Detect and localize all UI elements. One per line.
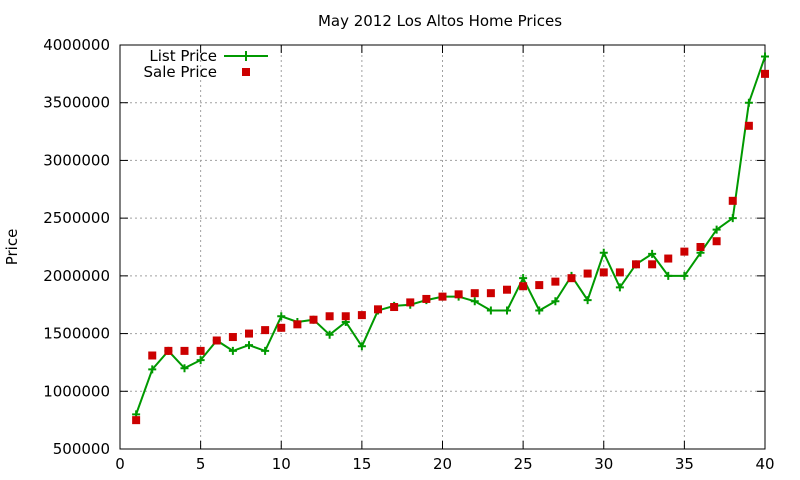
list-price-point [148,365,157,374]
sale-price-point [583,269,592,278]
sale-price-point [696,243,705,251]
list-price-point [503,306,511,315]
grid [120,45,765,449]
sale-price-point [728,196,737,205]
legend-marker-sale-price [242,68,250,76]
sale-price-point [712,237,721,246]
sale-price-point [632,260,640,269]
list-price-point [325,330,334,339]
list-price-point [228,346,237,355]
sale-price-point [132,416,141,425]
sale-price-point [374,305,382,314]
list-price-point [470,297,479,306]
list-price-point [196,356,205,365]
axis-ticks [119,44,766,450]
list-price-point [535,306,544,315]
list-price-point [551,297,560,306]
sale-price-point [551,277,560,286]
list-price-point [615,283,624,292]
sale-price-point [406,298,415,307]
chart-title: May 2012 Los Altos Home Prices [318,12,562,30]
x-tick-labels: 0 5 10 15 20 25 30 35 40 [115,455,774,473]
list-price-point [357,342,366,351]
sale-price-point [470,289,479,298]
sale-price-point [615,268,624,277]
sale-price-point [503,285,511,294]
sale-price-point [164,346,173,355]
y-tick-label: 3500000 [43,94,110,112]
y-axis-label: Price [3,229,21,266]
x-tick-label: 15 [352,455,371,473]
sale-price-point [390,303,399,312]
sale-price-point [486,289,495,298]
list-price-point [728,214,737,223]
sale-price-point [680,247,689,256]
list-price-point [261,346,270,355]
list-price-point [744,98,753,107]
y-tick-label: 2000000 [43,267,110,285]
list-price-point [277,312,286,321]
sale-price-point [357,311,366,320]
sale-price-point [599,268,608,277]
list-price-line [135,56,766,415]
sale-price-point [744,121,753,130]
sale-price-point [438,292,447,301]
list-price-point [583,296,592,305]
sale-price-point [180,346,189,355]
y-tick-label: 4000000 [43,36,110,54]
x-tick-label: 25 [514,455,533,473]
legend-label-sale-price: Sale Price [144,63,217,81]
list-price-point [519,274,528,283]
x-tick-label: 20 [433,455,452,473]
sale-price-point [535,281,544,290]
sale-price-point [454,290,463,299]
y-tick-labels: 500000 1000000 1500000 2000000 2500000 300000… [43,36,110,458]
y-tick-label: 1000000 [43,382,110,400]
sale-price-point [228,333,237,342]
sale-price-point [212,336,221,345]
x-tick-label: 10 [272,455,291,473]
x-tick-label: 35 [675,455,694,473]
sale-price-point [664,254,673,263]
sale-price-point [325,312,334,321]
sale-price-point [261,326,270,335]
x-tick-label: 40 [755,455,774,473]
x-tick-label: 5 [196,455,206,473]
sale-price-point [341,312,350,321]
x-tick-label: 30 [594,455,613,473]
sale-price-point [648,260,657,269]
sale-price-point [422,294,431,303]
list-price-point [648,249,657,258]
list-price-point [680,271,689,280]
y-tick-label: 500000 [53,440,110,458]
y-tick-label: 1500000 [43,325,110,343]
y-tick-label: 3000000 [43,151,110,169]
legend-label-list-price: List Price [149,47,217,65]
list-price-point [712,225,721,234]
sale-price-point [519,282,528,291]
y-tick-label: 2500000 [43,209,110,227]
list-price-point [599,248,608,257]
sale-price-point [567,274,576,283]
sale-price-point [277,323,286,332]
sale-price-point [309,315,318,324]
list-price-point [664,271,673,280]
sale-price-point [761,69,769,78]
sale-price-point [196,346,205,355]
legend: List Price Sale Price [144,47,268,81]
list-price-point [180,364,189,373]
list-price-point [761,52,769,61]
sale-price-point [293,320,302,329]
list-price-point [245,341,253,350]
x-tick-label: 0 [115,455,125,473]
series-layer [132,52,769,425]
legend-marker-list-price [241,51,251,61]
list-price-point [486,306,495,315]
sale-price-point [148,351,157,360]
sale-price-point [245,329,253,338]
